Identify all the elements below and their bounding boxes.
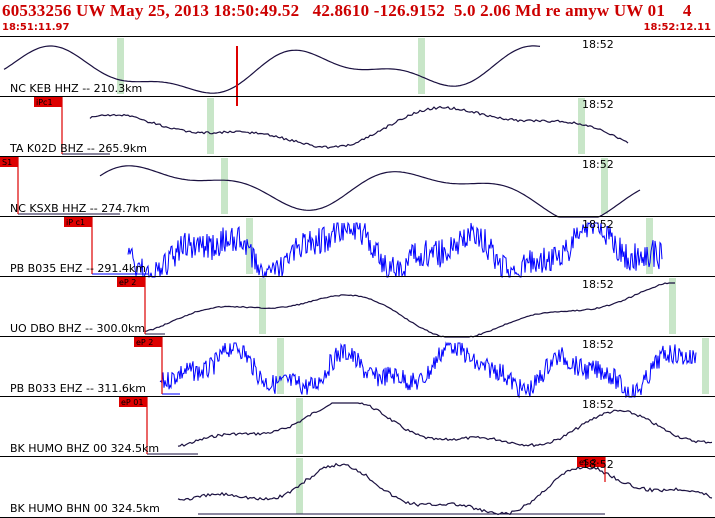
station-label: UO DBO BHZ -- 300.0km <box>10 322 145 335</box>
trace-panel[interactable]: iPc1 TA K02D BHZ -- 265.9km 18:52 <box>0 96 715 156</box>
pick-flag[interactable] <box>119 397 147 407</box>
pick-line <box>236 46 238 106</box>
event-header: 60533256 UW May 25, 2013 18:50:49.52 42.… <box>0 0 715 36</box>
waveform <box>127 221 663 279</box>
waveform <box>3 45 541 94</box>
arrival-marker <box>259 278 266 334</box>
pick-label: S1 <box>2 158 12 167</box>
arrival-marker <box>277 338 284 394</box>
pick-flag[interactable] <box>0 157 18 167</box>
pick-flag[interactable] <box>134 337 162 347</box>
time-label: 18:52 <box>582 98 614 111</box>
time-label: 18:52 <box>582 338 614 351</box>
waveform <box>144 282 675 338</box>
arrival-marker <box>418 38 425 94</box>
arrival-marker <box>578 98 585 154</box>
waveform <box>159 341 697 399</box>
pick-label: eP 2 <box>119 278 136 287</box>
station-label: PB B033 EHZ -- 311.6km <box>10 382 146 395</box>
arrival-marker <box>221 158 228 214</box>
station-label: PB B035 EHZ -- 291.4km <box>10 262 146 275</box>
trace-panel[interactable]: eP 01 BK HUMO BHZ 00 324.5km 18:52 <box>0 396 715 456</box>
waveform <box>177 402 713 448</box>
trace-panel[interactable]: S1 NC KSXB HHZ -- 274.7km 18:52 <box>0 156 715 218</box>
arrival-marker <box>669 278 676 334</box>
waveform <box>89 105 629 150</box>
pick-flag[interactable] <box>64 217 92 227</box>
time-label: 18:52 <box>582 278 614 291</box>
window-start-time: 18:51:11.97 <box>2 22 70 33</box>
arrival-marker <box>117 38 124 94</box>
trace-panel[interactable]: eP 2 UO DBO BHZ -- 300.0km 18:52 <box>0 276 715 338</box>
waveform <box>99 165 641 218</box>
pick-label: iP c1 <box>66 218 85 227</box>
station-label: BK HUMO BHN 00 324.5km <box>10 502 160 515</box>
pick-flag[interactable] <box>34 97 62 107</box>
window-end-time: 18:52:12.11 <box>643 22 711 33</box>
arrival-marker <box>207 98 214 154</box>
trace-panel[interactable]: NC KEB HHZ -- 210.3km 18:52 <box>0 36 715 107</box>
station-label: TA K02D BHZ -- 265.9km <box>9 142 147 155</box>
time-label: 18:52 <box>582 158 614 171</box>
pick-label: eP 2 <box>136 338 153 347</box>
time-label: 18:52 <box>582 458 614 471</box>
arrival-marker <box>646 218 653 274</box>
time-label: 18:52 <box>582 38 614 51</box>
station-label: BK HUMO BHZ 00 324.5km <box>10 442 159 455</box>
station-label: NC KEB HHZ -- 210.3km <box>10 82 142 95</box>
arrival-marker <box>702 338 709 394</box>
pick-flag[interactable] <box>577 457 605 467</box>
trace-panel[interactable]: iP c1 PB B035 EHZ -- 291.4km 18:52 <box>0 216 715 279</box>
arrival-marker <box>601 158 608 214</box>
waveform <box>177 462 713 516</box>
trace-panel[interactable]: eP 2 PB B033 EHZ -- 311.6km 18:52 <box>0 336 715 399</box>
arrival-marker <box>246 218 253 274</box>
pick-label: eP 01 <box>121 398 143 407</box>
pick-label: eS 2 <box>579 458 597 467</box>
event-title: 60533256 UW May 25, 2013 18:50:49.52 42.… <box>2 1 692 20</box>
station-label: NC KSXB HHZ -- 274.7km <box>10 202 150 215</box>
arrival-marker <box>296 398 303 454</box>
seismogram-traces[interactable]: NC KEB HHZ -- 210.3km 18:52 iPc1 TA K02D BH… <box>0 36 715 518</box>
time-label: 18:52 <box>582 398 614 411</box>
time-label: 18:52 <box>582 218 614 231</box>
trace-panel[interactable]: eS 2 BK HUMO BHN 00 324.5km 18:52 <box>0 456 715 516</box>
pick-label: iPc1 <box>36 98 53 107</box>
pick-flag[interactable] <box>117 277 145 287</box>
